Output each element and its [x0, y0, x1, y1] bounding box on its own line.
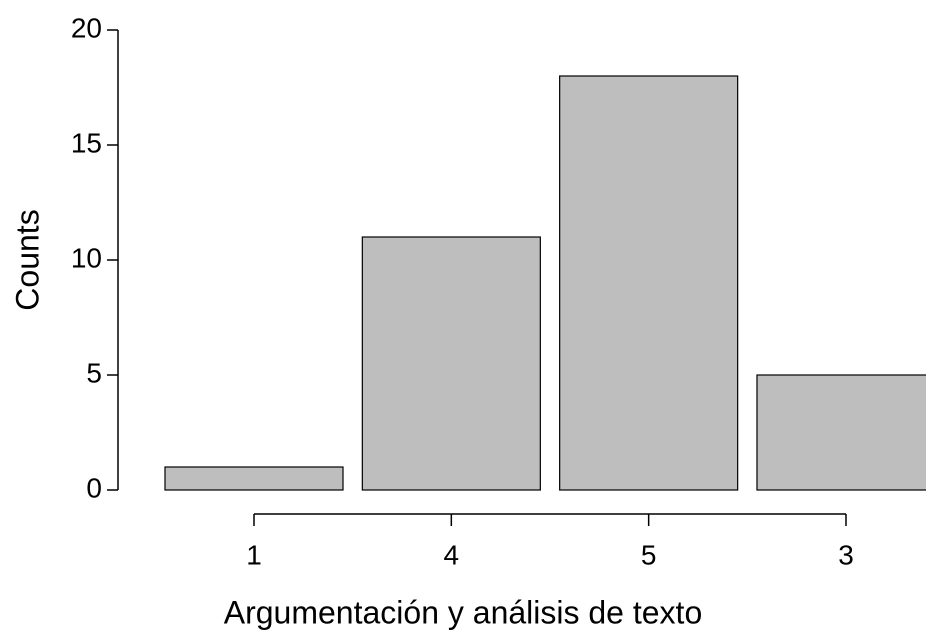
- bar: [559, 75, 739, 491]
- bar: [164, 466, 344, 491]
- y-tick-label: 5: [86, 357, 102, 388]
- bar: [756, 374, 926, 491]
- x-axis-label: Argumentación y análisis de texto: [224, 594, 702, 630]
- x-tick-label: 1: [246, 539, 262, 570]
- x-tick-label: 3: [838, 539, 854, 570]
- y-axis-label: Counts: [9, 209, 45, 310]
- y-tick-label: 20: [71, 12, 102, 43]
- x-tick-label: 5: [641, 539, 657, 570]
- bar: [361, 236, 541, 491]
- y-tick-label: 15: [71, 127, 102, 158]
- y-tick-label: 0: [86, 472, 102, 503]
- y-tick-label: 10: [71, 242, 102, 273]
- x-tick-label: 4: [444, 539, 460, 570]
